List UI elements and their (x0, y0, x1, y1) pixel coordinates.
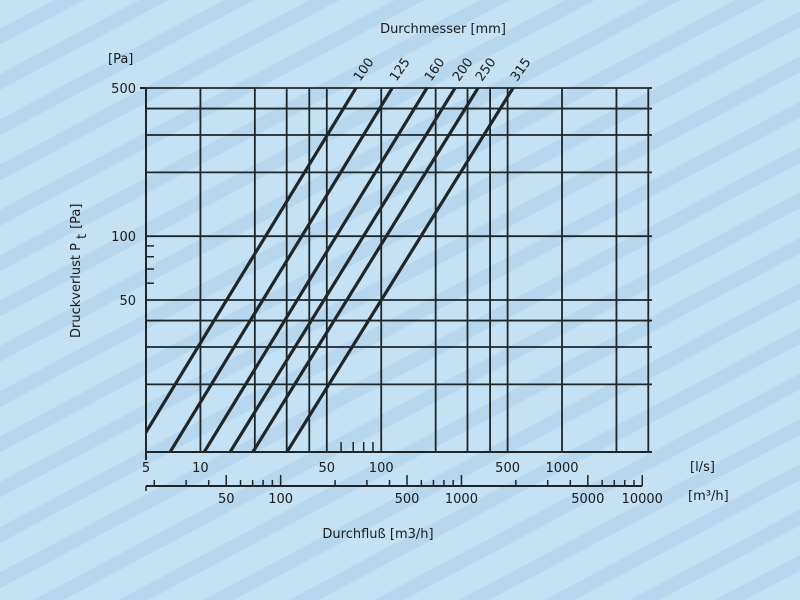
series-line-125 (168, 88, 394, 452)
x-tick-label: 500 (495, 461, 520, 476)
chart-title: Durchmesser [mm] (380, 22, 506, 37)
x-tick-label: 1000 (545, 461, 578, 476)
x2-tick-label: 100 (268, 492, 293, 507)
series-label-250: 250 (473, 55, 500, 84)
x2-tick-label: 1000 (445, 492, 478, 507)
y-unit-label: [Pa] (108, 52, 133, 67)
plot-area: 500 100 50 5 10 50 100 500 1000 50 100 500 1000 5000 1… (111, 55, 663, 507)
x-tick-label: 100 (369, 461, 394, 476)
x2-tick-label: 50 (218, 492, 235, 507)
y-tick-label: 100 (111, 230, 136, 245)
y-axis-title-main: Druckverlust P (69, 243, 84, 338)
series-line-200 (228, 88, 457, 452)
x-tick-label: 10 (192, 461, 209, 476)
y-axis-title-unit: [Pa] (69, 204, 84, 229)
x2-tick-label: 500 (395, 492, 420, 507)
series-label-315: 315 (508, 55, 535, 84)
x2-tick-label: 10000 (622, 492, 663, 507)
series-label-200: 200 (450, 55, 477, 84)
y-axis-title-subscript: t (75, 234, 90, 239)
x-tick-label: 50 (319, 461, 336, 476)
series-line-160 (202, 88, 429, 452)
y-tick-label: 500 (111, 82, 136, 97)
series-group (146, 88, 515, 452)
series-label-100: 100 (351, 55, 378, 84)
y-axis-title: Druckverlust P t [Pa] (69, 204, 90, 338)
x-tick-label: 5 (142, 461, 150, 476)
series-line-100 (146, 88, 358, 434)
x2-unit-label: [m³/h] (688, 489, 729, 504)
y-tick-label: 50 (119, 294, 136, 309)
x-axis-title: Durchfluß [m3/h] (322, 527, 433, 542)
series-label-160: 160 (422, 55, 449, 84)
series-line-315 (285, 88, 515, 452)
x-unit-label: [l/s] (690, 460, 715, 475)
series-line-250 (251, 88, 480, 452)
series-label-125: 125 (387, 55, 414, 84)
x2-tick-label: 5000 (571, 492, 604, 507)
svg-text:Druckverlust Pt[Pa]: Druckverlust P t [Pa] (69, 204, 90, 338)
